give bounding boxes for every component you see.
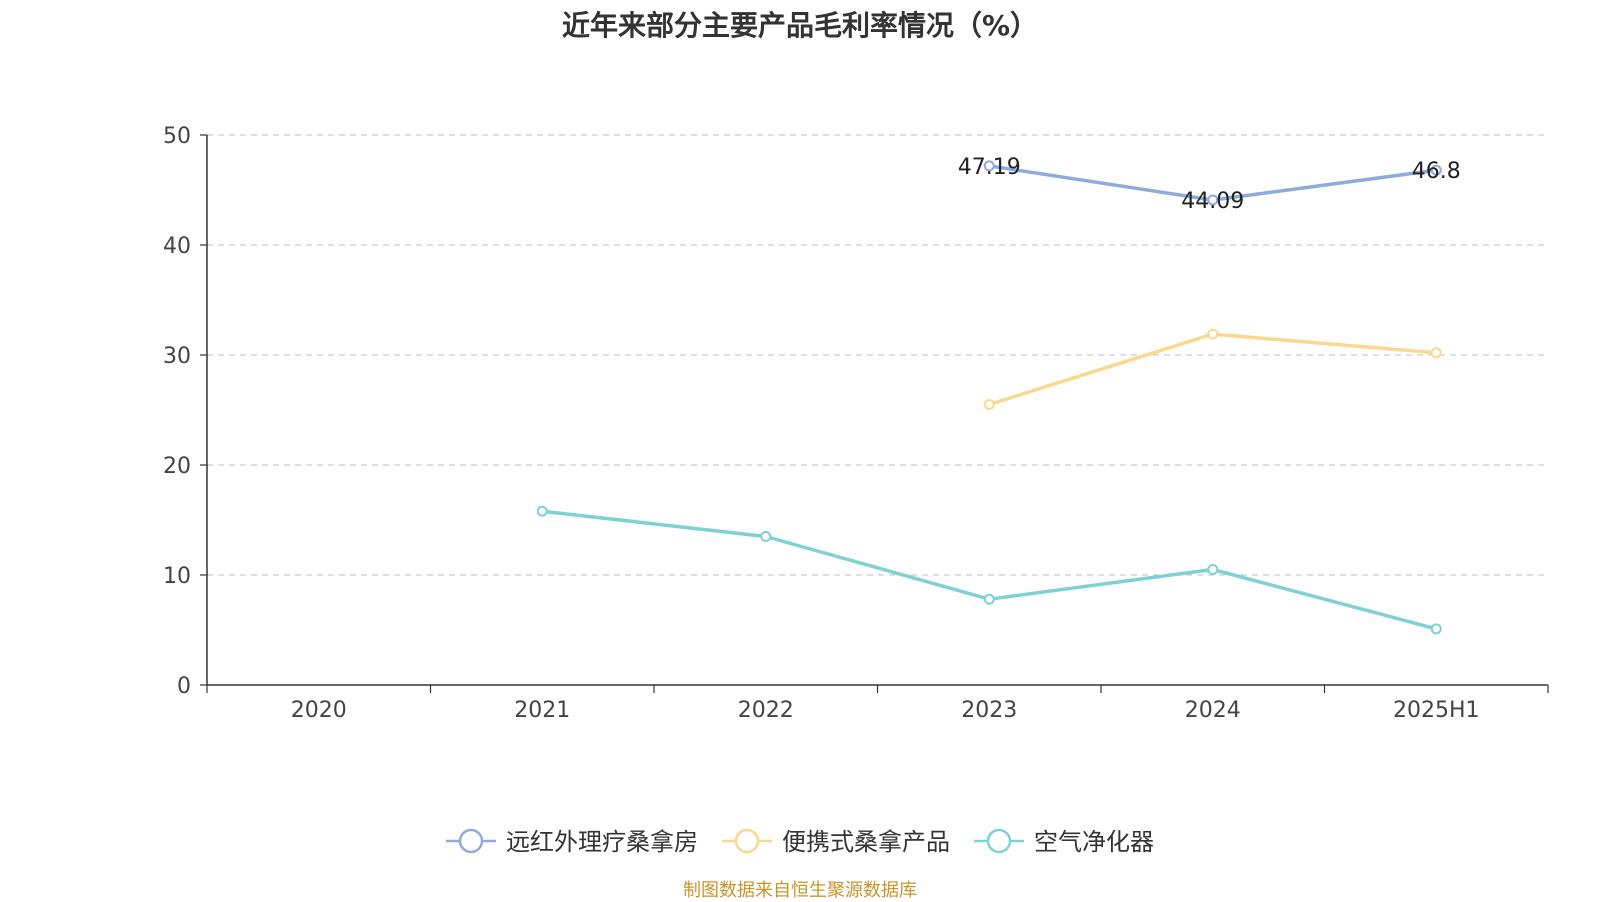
data-point [983, 399, 995, 410]
data-point [1430, 347, 1442, 359]
series-line [542, 509, 1437, 631]
legend-item: 远红外理疗桑拿房 [446, 828, 698, 856]
data-point [983, 160, 995, 172]
data-label: 47.19 [958, 155, 1021, 180]
y-tick-label: 30 [163, 344, 191, 369]
legend-label: 远红外理疗桑拿房 [506, 828, 698, 856]
data-point [983, 593, 995, 605]
x-tick-label: 2021 [514, 698, 570, 723]
x-tick-label: 2024 [1185, 698, 1241, 723]
data-point [1207, 194, 1219, 206]
axes: 0 10 20 30 40 50 2020 2021 2022 2023 2024 2025H1 [163, 124, 1549, 723]
legend: 远红外理疗桑拿房 便携式桑拿产品 空气净化器 [446, 828, 1154, 856]
legend-label: 便携式桑拿产品 [782, 828, 950, 856]
data-labels: 47.19 44.09 46.8 [958, 155, 1461, 214]
series-layer [536, 160, 1442, 635]
data-label: 46.8 [1412, 159, 1461, 184]
legend-marker-icon [734, 828, 760, 854]
y-tick-label: 50 [163, 124, 191, 149]
y-tick-label: 0 [177, 674, 191, 699]
legend-marker-icon [986, 828, 1012, 854]
x-tick-label: 2020 [291, 698, 347, 723]
data-point [1430, 623, 1442, 635]
x-tick-label: 2022 [738, 698, 794, 723]
legend-item: 便携式桑拿产品 [722, 828, 950, 856]
data-point [1207, 328, 1219, 340]
series-line [988, 332, 1437, 407]
legend-label: 空气净化器 [1034, 828, 1154, 856]
grid-lines [207, 134, 1548, 576]
x-tick-label: 2023 [961, 698, 1017, 723]
source-note: 制图数据来自恒生聚源数据库 [683, 880, 917, 901]
data-point [760, 531, 772, 542]
y-tick-label: 40 [163, 234, 191, 259]
data-point [1430, 164, 1442, 176]
legend-item: 空气净化器 [974, 828, 1154, 856]
x-tick-label: 2025H1 [1393, 698, 1480, 723]
legend-marker-icon [458, 828, 484, 854]
chart-title: 近年来部分主要产品毛利率情况（%） [561, 9, 1039, 42]
data-point [1207, 564, 1219, 575]
data-point [536, 505, 548, 517]
data-label: 44.09 [1181, 189, 1244, 214]
y-tick-label: 20 [163, 454, 191, 479]
y-tick-label: 10 [163, 564, 191, 589]
